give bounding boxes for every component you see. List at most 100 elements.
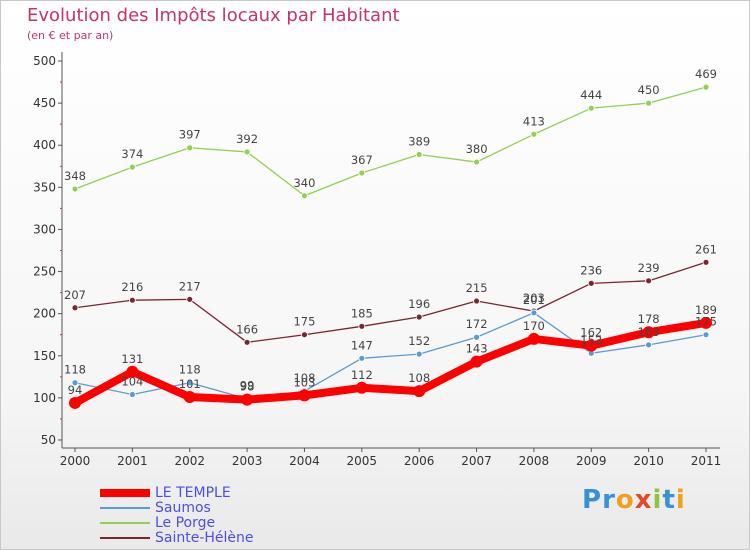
data-label: 153 (580, 333, 602, 347)
legend-item-sainte-helene: Sainte-Hélène (100, 530, 300, 546)
data-label: 215 (466, 281, 488, 295)
x-tick-label: 2006 (404, 454, 435, 468)
y-tick-label: 400 (33, 138, 56, 152)
series-line-0 (71, 318, 710, 407)
data-point (587, 279, 595, 287)
data-label: 166 (236, 322, 258, 336)
logo-letter: r (602, 485, 616, 515)
data-label: 131 (121, 352, 143, 366)
data-point (585, 339, 598, 352)
data-label: 189 (695, 303, 717, 317)
legend-swatch-le-porge (100, 522, 150, 524)
data-label: 239 (638, 261, 660, 275)
legend-swatch-saumos (100, 507, 150, 509)
data-label: 201 (523, 293, 545, 307)
data-point (473, 333, 480, 341)
legend-label-le-temple: LE TEMPLE (155, 485, 231, 501)
data-point (355, 381, 368, 394)
proxiti-logo: Proxiti (582, 485, 686, 515)
y-tick-label: 350 (33, 180, 56, 194)
x-tick-label: 2001 (117, 454, 148, 468)
data-point (413, 385, 426, 398)
y-tick-label: 150 (33, 349, 56, 363)
legend-item-le-temple: LE TEMPLE (100, 485, 300, 501)
y-tick-label: 300 (33, 222, 56, 236)
data-point (415, 151, 423, 158)
data-label: 118 (64, 363, 86, 377)
legend-label-saumos: Saumos (155, 500, 211, 516)
x-tick-label: 2010 (633, 454, 664, 468)
legend-label-sainte-helene: Sainte-Hélène (155, 530, 254, 546)
data-point (645, 277, 653, 285)
data-label: 392 (236, 132, 258, 146)
series-line-3 (74, 261, 707, 343)
data-point (183, 391, 196, 404)
data-label: 389 (408, 134, 430, 148)
data-label: 103 (293, 375, 315, 389)
x-tick-label: 2000 (60, 454, 91, 468)
data-label: 367 (351, 153, 373, 167)
data-point (128, 163, 136, 171)
data-label: 99 (240, 379, 255, 393)
data-point (473, 158, 480, 166)
legend-swatch-le-temple (100, 489, 150, 497)
data-label: 118 (179, 363, 201, 377)
logo-letter: i (652, 485, 663, 515)
data-label: 108 (408, 371, 430, 385)
data-label: 340 (293, 176, 315, 190)
data-point (243, 148, 251, 156)
data-label: 143 (466, 342, 488, 356)
x-tick-label: 2011 (691, 454, 722, 468)
y-tick-label: 100 (33, 391, 56, 405)
data-label: 348 (64, 169, 86, 183)
x-tick-label: 2008 (519, 454, 550, 468)
data-point (71, 185, 79, 193)
data-label: 101 (179, 377, 201, 391)
data-point (530, 130, 538, 138)
data-point (470, 355, 483, 368)
legend-swatch-sainte-helene (100, 537, 150, 539)
data-point (587, 104, 595, 112)
logo-letter: P (582, 485, 603, 515)
data-label: 397 (179, 128, 201, 142)
data-label: 261 (695, 242, 717, 256)
data-point (71, 304, 79, 312)
data-point (527, 332, 540, 345)
data-label: 217 (179, 279, 201, 293)
data-point (128, 296, 136, 304)
data-point (243, 338, 251, 346)
data-point (71, 379, 79, 387)
data-point (186, 379, 194, 387)
data-label: 413 (523, 114, 545, 128)
y-tick-label: 450 (33, 96, 56, 110)
data-label: 185 (351, 306, 373, 320)
logo-letter: x (634, 485, 653, 515)
data-label: 203 (523, 291, 545, 305)
data-point (645, 341, 653, 349)
data-label: 170 (523, 319, 545, 333)
chart-title: Evolution des Impôts locaux par Habitant (27, 5, 400, 26)
x-tick-label: 2009 (576, 454, 607, 468)
data-label: 374 (121, 147, 143, 161)
data-label: 380 (466, 142, 488, 156)
data-point (241, 393, 254, 406)
data-point (702, 331, 710, 339)
series-line-2 (74, 86, 707, 197)
data-point (186, 144, 194, 152)
x-tick-label: 2007 (461, 454, 492, 468)
x-tick-label: 2005 (347, 454, 378, 468)
data-label: 207 (64, 288, 86, 302)
data-point (700, 316, 712, 329)
y-tick-label: 500 (33, 54, 56, 68)
data-point (126, 365, 139, 378)
y-tick-label: 50 (41, 433, 56, 447)
data-label: 163 (638, 325, 660, 339)
logo-letter: i (675, 485, 686, 515)
data-label: 175 (293, 315, 315, 329)
data-label: 196 (408, 297, 430, 311)
data-point (702, 83, 710, 91)
data-point (301, 192, 308, 200)
data-point (415, 350, 423, 358)
